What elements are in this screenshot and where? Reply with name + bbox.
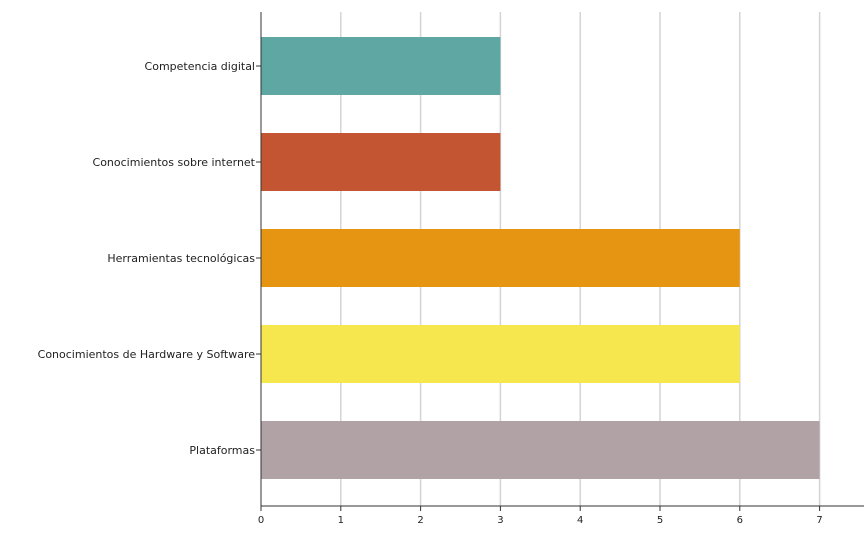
bar-4 — [261, 421, 820, 479]
x-tick-label-6: 6 — [737, 515, 743, 526]
x-tick-label-2: 2 — [417, 515, 423, 526]
x-axis-ticks: 0 1 2 3 4 5 6 7 — [258, 506, 823, 526]
x-tick-label-0: 0 — [258, 515, 264, 526]
category-label-4: Plataformas — [189, 444, 255, 457]
category-label-3: Conocimientos de Hardware y Software — [38, 348, 256, 361]
bar-1 — [261, 133, 501, 191]
axes — [256, 12, 864, 507]
bar-3 — [261, 325, 740, 383]
category-label-2: Herramientas tecnológicas — [107, 252, 255, 265]
bars — [261, 37, 820, 479]
bar-2 — [261, 229, 740, 287]
x-tick-label-3: 3 — [497, 515, 503, 526]
category-label-1: Conocimientos sobre internet — [93, 156, 256, 169]
category-labels: Competencia digital Conocimientos sobre i… — [38, 60, 256, 457]
bar-0 — [261, 37, 501, 95]
category-label-0: Competencia digital — [145, 60, 255, 73]
x-tick-label-7: 7 — [816, 515, 822, 526]
x-tick-label-1: 1 — [338, 515, 344, 526]
x-tick-label-4: 4 — [577, 515, 583, 526]
x-tick-label-5: 5 — [657, 515, 663, 526]
